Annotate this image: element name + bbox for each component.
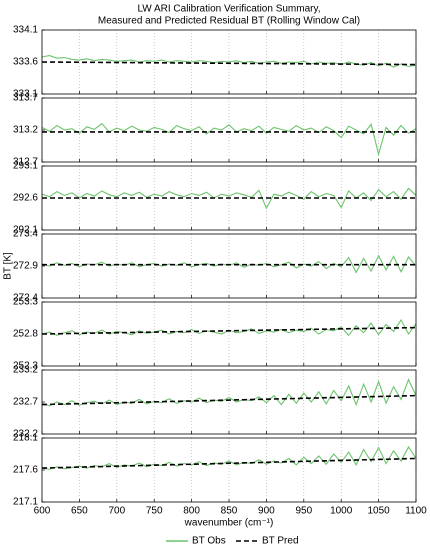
y-axis-label: BT [K] bbox=[3, 252, 14, 280]
x-tick-label: 750 bbox=[146, 506, 163, 517]
chart-title: LW ARI Calibration Verification Summary, bbox=[137, 4, 320, 15]
panel-frame bbox=[41, 369, 417, 435]
x-tick-label: 1100 bbox=[405, 506, 427, 517]
y-tick-label: 232.2 bbox=[13, 429, 38, 440]
legend-label: BT Pred bbox=[262, 536, 299, 547]
y-tick-label: 217.1 bbox=[13, 497, 38, 508]
obs-line bbox=[42, 187, 416, 210]
x-tick-label: 700 bbox=[108, 506, 125, 517]
x-tick-label: 600 bbox=[34, 506, 51, 517]
y-tick-label: 272.9 bbox=[13, 261, 38, 272]
panel-frame bbox=[41, 301, 417, 367]
y-tick-label: 233.2 bbox=[13, 365, 38, 376]
pred-line bbox=[42, 457, 416, 469]
panel-frame bbox=[41, 437, 417, 503]
y-tick-label: 292.6 bbox=[13, 193, 38, 204]
legend-label: BT Obs bbox=[192, 536, 226, 547]
y-tick-label: 333.1 bbox=[13, 89, 38, 100]
y-tick-label: 313.7 bbox=[13, 93, 38, 104]
y-tick-label: 312.7 bbox=[13, 157, 38, 168]
y-tick-label: 232.7 bbox=[13, 397, 38, 408]
y-tick-label: 273.4 bbox=[13, 229, 38, 240]
panel-frame bbox=[41, 97, 417, 163]
panel-frame bbox=[41, 29, 417, 95]
x-tick-label: 800 bbox=[183, 506, 200, 517]
y-tick-label: 334.1 bbox=[13, 25, 38, 36]
y-tick-label: 293.1 bbox=[13, 161, 38, 172]
y-tick-label: 292.1 bbox=[13, 225, 38, 236]
y-tick-label: 252.8 bbox=[13, 329, 38, 340]
y-tick-label: 333.6 bbox=[13, 57, 38, 68]
pred-line bbox=[42, 326, 416, 335]
x-tick-label: 650 bbox=[71, 506, 88, 517]
obs-line bbox=[42, 445, 416, 470]
chart-title: Measured and Predicted Residual BT (Roll… bbox=[98, 16, 360, 27]
legend: BT Obs BT Pred bbox=[160, 533, 300, 549]
legend-box bbox=[160, 533, 300, 549]
x-axis-label: wavenumber (cm⁻¹) bbox=[184, 518, 274, 529]
y-tick-label: 313.2 bbox=[13, 125, 38, 136]
x-tick-label: 950 bbox=[295, 506, 312, 517]
y-tick-label: 217.6 bbox=[13, 465, 38, 476]
obs-line bbox=[42, 55, 416, 68]
pred-line bbox=[42, 61, 416, 66]
x-tick-label: 1050 bbox=[367, 506, 390, 517]
y-tick-label: 253.3 bbox=[13, 297, 38, 308]
x-tick-label: 850 bbox=[221, 506, 238, 517]
pred-line bbox=[42, 394, 416, 406]
obs-line bbox=[42, 378, 416, 407]
y-tick-label: 272.4 bbox=[13, 293, 38, 304]
x-tick-label: 1000 bbox=[330, 506, 353, 517]
y-tick-label: 218.1 bbox=[13, 433, 38, 444]
obs-line bbox=[42, 122, 416, 157]
panel-frame bbox=[41, 233, 417, 299]
panel-frame bbox=[41, 165, 417, 231]
y-tick-label: 252.3 bbox=[13, 361, 38, 372]
x-tick-label: 900 bbox=[258, 506, 275, 517]
